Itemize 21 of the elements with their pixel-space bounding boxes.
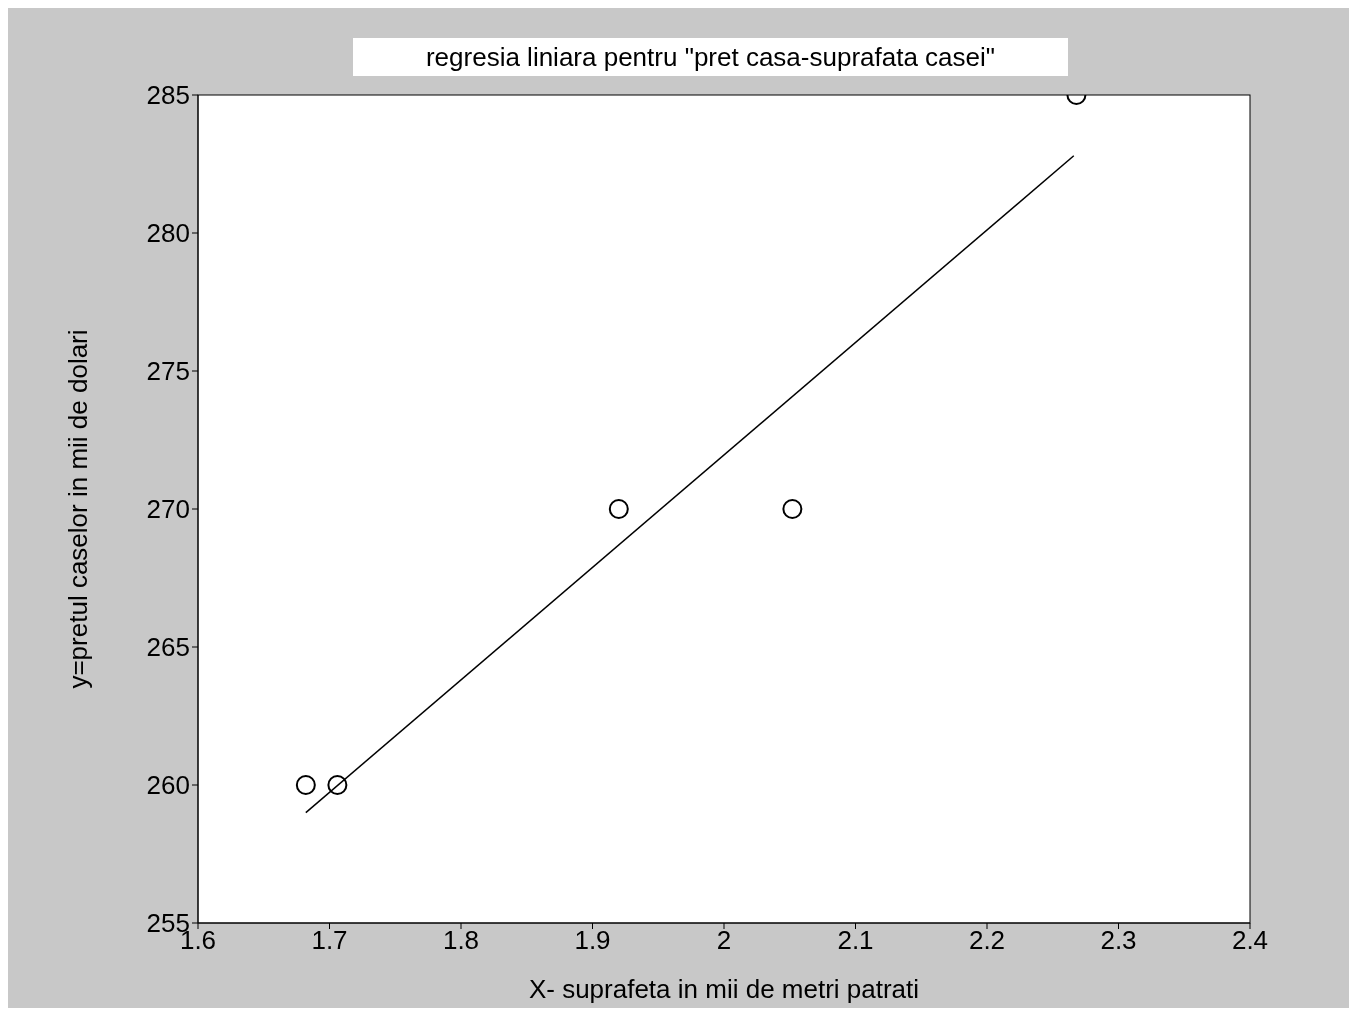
point [608, 499, 629, 519]
x-axis-title: X- suprafeta in mii de metri patrati [528, 974, 920, 1004]
y-tick-label: 275 [146, 356, 190, 387]
x-tick-label: 1.8 [442, 925, 480, 956]
x-tick-label: 2.4 [1231, 925, 1269, 956]
x-tick-label: 2.1 [837, 925, 874, 956]
x-tick-label: 2 [716, 925, 732, 956]
x-tick-label: 1.9 [574, 925, 611, 956]
x-tick-label: 1.7 [311, 925, 348, 956]
y-tick-label: 280 [146, 218, 190, 249]
y-tick-label: 285 [146, 80, 190, 111]
y-axis-title: y=pretul caselor in mii de dolari [63, 329, 94, 689]
y-tick-label: 265 [146, 632, 190, 663]
chart-title: regresia liniara pentru "pret casa-suprafata casei" [353, 38, 1068, 76]
point [782, 499, 803, 519]
x-tick-label: 2.3 [1100, 925, 1137, 956]
y-tick-label: 260 [146, 770, 190, 801]
y-tick-label: 270 [146, 494, 190, 525]
x-tick-label: 2.2 [968, 925, 1006, 956]
point [295, 775, 316, 795]
point [327, 775, 348, 795]
